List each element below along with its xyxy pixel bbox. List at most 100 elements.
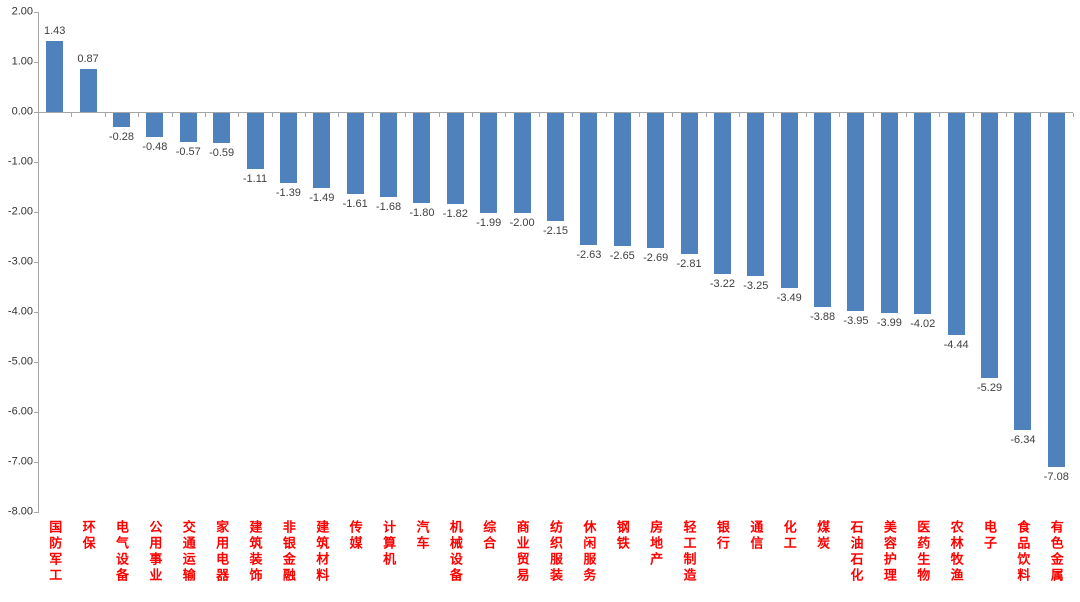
x-axis-tick xyxy=(138,113,140,117)
category-label: 轻工制造 xyxy=(681,520,697,584)
bar xyxy=(279,113,297,183)
x-axis-tick xyxy=(505,113,507,117)
x-axis-tick xyxy=(772,113,774,117)
bar-value-label: -1.68 xyxy=(376,201,402,213)
bar xyxy=(947,113,965,335)
y-axis-tick xyxy=(34,262,38,263)
y-axis-tick-label: -2.00 xyxy=(7,205,33,218)
bar xyxy=(981,113,999,378)
bar-value-label: -1.11 xyxy=(242,172,268,185)
category-label: 商业贸易 xyxy=(514,520,530,584)
bar-value-label: -3.88 xyxy=(810,311,836,323)
x-axis-tick xyxy=(171,113,173,117)
x-axis-tick xyxy=(672,113,674,117)
bar xyxy=(647,113,665,248)
y-axis-tick xyxy=(34,312,38,313)
x-axis-tick xyxy=(104,113,106,117)
category-label: 石油石化 xyxy=(848,520,864,584)
x-axis-tick xyxy=(438,113,440,117)
category-label: 食品饮料 xyxy=(1015,520,1031,584)
y-axis-tick xyxy=(34,62,38,63)
x-axis-tick xyxy=(1073,113,1074,117)
y-axis-tick xyxy=(34,462,38,463)
zero-axis-line xyxy=(38,112,1073,113)
category-label: 汽车 xyxy=(414,520,430,552)
bar xyxy=(547,113,564,221)
bar xyxy=(680,113,698,254)
bar-value-label: -0.28 xyxy=(108,131,134,143)
bar xyxy=(446,113,464,204)
category-label: 休闲服务 xyxy=(581,520,597,584)
y-axis-tick-label: -3.00 xyxy=(7,255,33,268)
bar xyxy=(847,113,865,311)
bar-value-label: -6.34 xyxy=(1010,434,1036,446)
y-axis-tick xyxy=(34,512,38,513)
bar xyxy=(79,68,97,112)
bar xyxy=(112,113,130,127)
x-axis-tick xyxy=(872,113,874,117)
bar-value-label: -1.80 xyxy=(409,207,435,219)
bar-value-label: -5.29 xyxy=(976,381,1003,394)
category-label: 非银金融 xyxy=(280,520,296,584)
category-label: 化工 xyxy=(781,520,797,552)
bar-value-label: -3.25 xyxy=(743,279,769,292)
bar xyxy=(413,113,431,203)
bar xyxy=(1014,113,1032,430)
category-label: 环保 xyxy=(80,520,96,552)
category-label: 钢铁 xyxy=(614,520,630,552)
x-axis-tick xyxy=(371,113,373,117)
bar-value-label: 0.87 xyxy=(77,52,99,65)
bar xyxy=(346,113,364,194)
x-axis-tick xyxy=(405,113,407,117)
bar xyxy=(246,113,264,169)
category-label: 纺织服装 xyxy=(548,520,563,584)
y-axis-tick-label: 0.00 xyxy=(11,105,33,118)
x-axis-tick xyxy=(338,113,340,117)
y-axis-tick xyxy=(34,212,38,213)
x-axis-tick xyxy=(839,113,841,117)
bar xyxy=(580,113,598,245)
y-axis-tick xyxy=(34,112,38,113)
x-axis-tick xyxy=(805,113,807,117)
x-axis-tick xyxy=(939,113,941,117)
x-axis-tick xyxy=(1039,113,1041,117)
bar xyxy=(613,113,631,246)
x-axis-tick xyxy=(204,113,206,117)
y-axis-tick xyxy=(34,12,38,13)
category-label: 电气设备 xyxy=(113,520,129,584)
y-axis-tick-label: 1.00 xyxy=(11,55,33,68)
category-label: 公用事业 xyxy=(147,520,163,584)
bar-value-label: -3.49 xyxy=(776,291,802,304)
x-axis-tick xyxy=(271,113,273,117)
bar xyxy=(213,113,231,143)
y-axis-tick-label: -5.00 xyxy=(7,355,33,368)
category-label: 国防军工 xyxy=(47,520,63,584)
bar-value-label: -4.02 xyxy=(910,318,936,330)
x-axis-tick xyxy=(1006,113,1008,117)
y-axis-tick-label: -4.00 xyxy=(7,305,33,318)
y-axis-tick-label: -1.00 xyxy=(7,155,33,168)
category-label: 电子 xyxy=(982,520,998,552)
category-label: 综合 xyxy=(481,520,497,552)
category-label: 农林牧渔 xyxy=(948,520,964,584)
x-axis-tick xyxy=(305,113,307,117)
bar-value-label: -3.22 xyxy=(709,278,735,290)
category-label: 医药生物 xyxy=(915,520,931,584)
bar xyxy=(780,113,798,288)
category-label: 建筑材料 xyxy=(314,520,330,584)
category-label: 建筑装饰 xyxy=(247,520,263,584)
bar-value-label: -1.61 xyxy=(342,197,368,210)
x-axis-tick xyxy=(906,113,908,117)
category-label: 有色金属 xyxy=(1048,520,1064,584)
bar-value-label: -1.49 xyxy=(309,191,335,204)
bar-value-label: -3.95 xyxy=(843,314,869,327)
x-axis-tick xyxy=(605,113,607,117)
x-axis-tick xyxy=(572,113,574,117)
bar-value-label: -2.63 xyxy=(576,248,602,261)
bar xyxy=(46,40,64,112)
bar-value-label: -7.08 xyxy=(1043,471,1069,483)
x-axis-tick xyxy=(972,113,974,117)
bar-value-label: -2.81 xyxy=(676,257,702,270)
x-axis-tick xyxy=(705,113,707,117)
